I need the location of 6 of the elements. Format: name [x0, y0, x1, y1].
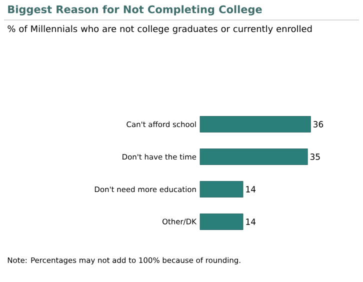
data-label: 36	[314, 121, 324, 128]
data-label: 35	[310, 154, 320, 160]
data-label: 14	[246, 186, 256, 192]
data-label: 14	[246, 218, 256, 225]
chart-subtitle: % of Millennials who are not college graduates or currently enrolled	[8, 25, 312, 34]
chart-title: Biggest Reason for Not Completing College	[8, 5, 262, 16]
